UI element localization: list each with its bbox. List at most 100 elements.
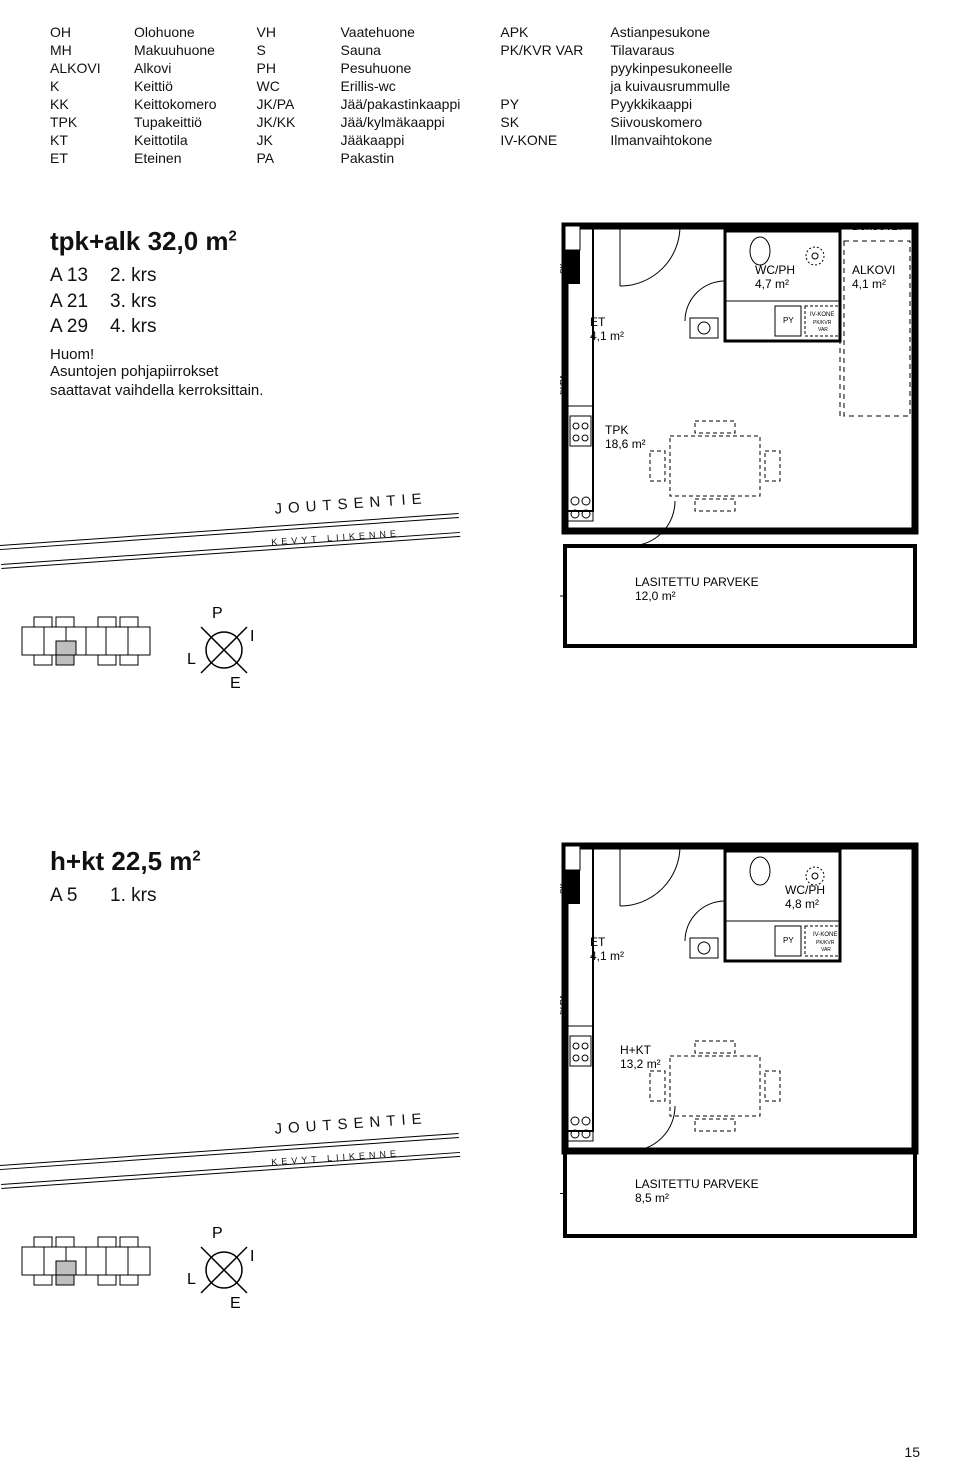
abbreviation-legend: OHOlohuoneMHMakuuhuoneALKOVIAlkoviKKeitt…: [50, 24, 920, 166]
svg-text:WC/PH: WC/PH: [755, 263, 795, 277]
legend-abbr: MH: [50, 42, 134, 58]
legend-row: ja kuivausrummulle: [500, 78, 732, 94]
orientation-row: P I E L: [20, 606, 254, 676]
legend-row: PYPyykkikaappi: [500, 96, 732, 112]
apartment-id: A 29: [50, 314, 110, 340]
legend-meaning: Keittotila: [134, 132, 188, 148]
building-mini-icon: [20, 613, 152, 669]
legend-abbr: APK: [500, 24, 610, 40]
legend-meaning: Pakastin: [340, 150, 394, 166]
legend-row: KKKeittokomero: [50, 96, 216, 112]
svg-text:4,8 m²: 4,8 m²: [785, 897, 819, 911]
apartment-id: A 13: [50, 263, 110, 289]
svg-text:TPK: TPK: [605, 423, 628, 437]
legend-row: OHOlohuone: [50, 24, 216, 40]
apartment-floor: 3. krs: [110, 289, 156, 315]
svg-text:8,5 m²: 8,5 m²: [635, 1191, 669, 1205]
legend-row: SSauna: [256, 42, 460, 58]
floorplan-diagram: ET4,1 m²WC/PH4,8 m²H+KT13,2 m²SKJK/PAAPK…: [560, 826, 920, 1266]
legend-abbr: PH: [256, 60, 340, 76]
apartment-area: 22,5 m: [111, 846, 192, 876]
apartment-floor: 4. krs: [110, 314, 156, 340]
legend-abbr: KK: [50, 96, 134, 112]
svg-text:LASITETTU PARVEKE: LASITETTU PARVEKE: [635, 1177, 759, 1191]
legend-row: PK/KVR VARTilavaraus: [500, 42, 732, 58]
legend-row: ALKOVIAlkovi: [50, 60, 216, 76]
legend-abbr: JK: [256, 132, 340, 148]
legend-row: PHPesuhuone: [256, 60, 460, 76]
legend-col-1: OHOlohuoneMHMakuuhuoneALKOVIAlkoviKKeitt…: [50, 24, 216, 166]
svg-text:IV-KONE: IV-KONE: [813, 932, 837, 938]
svg-text:L: L: [187, 651, 196, 668]
legend-row: MHMakuuhuone: [50, 42, 216, 58]
apartment-floor: 2. krs: [110, 263, 156, 289]
legend-abbr: SK: [500, 114, 610, 130]
legend-row: KKeittiö: [50, 78, 216, 94]
legend-meaning: Eteinen: [134, 150, 181, 166]
street-indicator: JOUTSENTIE KEVYT LIIKENNE: [0, 510, 460, 572]
apartment-id: A 21: [50, 289, 110, 315]
svg-text:4,1 m²: 4,1 m²: [590, 949, 624, 963]
svg-text:I: I: [250, 1248, 254, 1265]
svg-text:ET: ET: [590, 315, 606, 329]
apartment-block-1: tpk+alk 32,0 m2 A 13 2. krs A 21 3. krs …: [50, 226, 920, 666]
legend-row: JK/PAJää/pakastinkaappi: [256, 96, 460, 112]
legend-abbr: TPK: [50, 114, 134, 130]
apartment-id: A 5: [50, 883, 110, 909]
legend-row: IV-KONEIlmanvaihtokone: [500, 132, 732, 148]
building-mini-icon: [20, 1233, 152, 1289]
floorplan-diagram: ET4,1 m²WC/PH4,7 m²ALKOVI4,1 m²TPK18,6 m…: [560, 206, 920, 666]
legend-abbr: OH: [50, 24, 134, 40]
svg-text:VAR: VAR: [821, 947, 831, 953]
compass-icon: P I E L: [184, 1226, 254, 1296]
legend-meaning: Jää/kylmäkaappi: [340, 114, 444, 130]
legend-row: WCErillis-wc: [256, 78, 460, 94]
svg-text:VAR: VAR: [818, 327, 828, 333]
legend-meaning: Astianpesukone: [610, 24, 710, 40]
legend-meaning: Keittokomero: [134, 96, 216, 112]
svg-text:H+KT: H+KT: [620, 1043, 652, 1057]
svg-text:12,0 m²: 12,0 m²: [635, 589, 676, 603]
svg-text:ET: ET: [590, 935, 606, 949]
svg-text:P: P: [212, 606, 223, 622]
street-indicator: JOUTSENTIE KEVYT LIIKENNE: [0, 1130, 460, 1192]
legend-meaning: Siivouskomero: [610, 114, 702, 130]
svg-text:ALKOVI: ALKOVI: [852, 263, 895, 277]
apartment-block-2: h+kt 22,5 m2 A 5 1. krs JOUTSENTIE KEVYT…: [50, 846, 920, 1286]
orientation-row: P I E L: [20, 1226, 254, 1296]
svg-text:I: I: [250, 628, 254, 645]
svg-text:PK/KVR: PK/KVR: [813, 320, 832, 326]
page-number: 15: [904, 1444, 920, 1460]
legend-abbr: [500, 78, 610, 94]
svg-text:13,2 m²: 13,2 m²: [620, 1057, 661, 1071]
legend-row: JKJääkaappi: [256, 132, 460, 148]
svg-text:LASITETTU PARVEKE: LASITETTU PARVEKE: [635, 575, 759, 589]
legend-meaning: ja kuivausrummulle: [610, 78, 730, 94]
svg-text:4,7 m²: 4,7 m²: [755, 277, 789, 291]
legend-row: SKSiivouskomero: [500, 114, 732, 130]
legend-meaning: Erillis-wc: [340, 78, 395, 94]
legend-abbr: [500, 60, 610, 76]
svg-text:APK: APK: [562, 446, 569, 460]
legend-meaning: pyykinpesukoneelle: [610, 60, 732, 76]
legend-abbr: IV-KONE: [500, 132, 610, 148]
svg-text:PK/KVR: PK/KVR: [816, 940, 835, 946]
legend-abbr: ET: [50, 150, 134, 166]
svg-text:L: L: [187, 1271, 196, 1288]
svg-text:SK: SK: [560, 263, 568, 274]
legend-row: KTKeittotila: [50, 132, 216, 148]
legend-abbr: PA: [256, 150, 340, 166]
legend-meaning: Jääkaappi: [340, 132, 404, 148]
legend-row: pyykinpesukoneelle: [500, 60, 732, 76]
legend-meaning: Pyykkikaappi: [610, 96, 692, 112]
legend-row: APKAstianpesukone: [500, 24, 732, 40]
legend-row: JK/KKJää/kylmäkaappi: [256, 114, 460, 130]
legend-abbr: K: [50, 78, 134, 94]
svg-text:4,1 m²: 4,1 m²: [852, 277, 886, 291]
svg-text:JK/PA: JK/PA: [560, 994, 568, 1016]
legend-meaning: Tilavaraus: [610, 42, 674, 58]
legend-meaning: Vaatehuone: [340, 24, 414, 40]
legend-meaning: Jää/pakastinkaappi: [340, 96, 460, 112]
svg-text:PY: PY: [783, 316, 794, 325]
legend-abbr: PY: [500, 96, 610, 112]
